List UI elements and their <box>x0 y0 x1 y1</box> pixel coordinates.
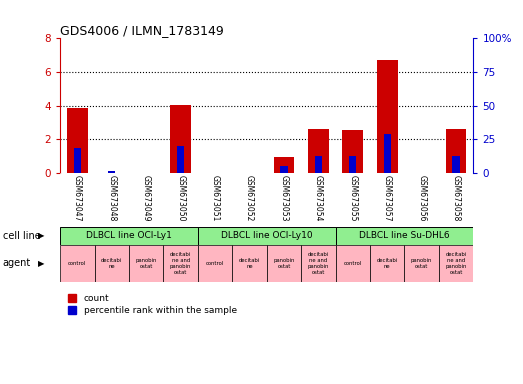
Bar <box>446 129 467 173</box>
Bar <box>377 60 397 173</box>
Text: GSM673056: GSM673056 <box>417 175 426 221</box>
Text: GSM673050: GSM673050 <box>176 175 185 221</box>
Text: GSM673055: GSM673055 <box>348 175 357 221</box>
Text: cell line: cell line <box>3 231 40 241</box>
Bar <box>452 156 460 173</box>
Bar <box>267 245 301 282</box>
Text: panobin
ostat: panobin ostat <box>135 258 157 269</box>
Text: decitabi
ne: decitabi ne <box>101 258 122 269</box>
Text: GSM673054: GSM673054 <box>314 175 323 221</box>
Bar <box>439 245 473 282</box>
Text: decitabi
ne and
panobin
ostat: decitabi ne and panobin ostat <box>308 252 329 275</box>
Bar <box>232 245 267 282</box>
Text: ▶: ▶ <box>38 231 44 240</box>
Bar <box>163 245 198 282</box>
Bar <box>280 166 288 173</box>
Bar <box>60 227 198 245</box>
Bar <box>170 106 191 173</box>
Bar <box>198 245 232 282</box>
Text: DLBCL line OCI-Ly1: DLBCL line OCI-Ly1 <box>86 231 172 240</box>
Text: control: control <box>68 261 86 266</box>
Text: decitabi
ne and
panobin
ostat: decitabi ne and panobin ostat <box>446 252 467 275</box>
Bar <box>108 171 116 173</box>
Text: decitabi
ne and
panobin
ostat: decitabi ne and panobin ostat <box>170 252 191 275</box>
Legend: count, percentile rank within the sample: count, percentile rank within the sample <box>65 291 241 318</box>
Text: agent: agent <box>3 258 31 268</box>
Bar <box>370 245 404 282</box>
Text: decitabi
ne: decitabi ne <box>377 258 398 269</box>
Bar <box>60 245 95 282</box>
Bar <box>129 245 163 282</box>
Text: GSM673049: GSM673049 <box>142 175 151 221</box>
Text: ▶: ▶ <box>38 259 44 268</box>
Text: GSM673048: GSM673048 <box>107 175 116 221</box>
Text: GSM673053: GSM673053 <box>279 175 289 221</box>
Text: GSM673058: GSM673058 <box>451 175 461 221</box>
Bar <box>343 130 363 173</box>
Bar <box>95 245 129 282</box>
Bar <box>177 146 184 173</box>
Bar <box>384 134 391 173</box>
Bar <box>315 156 322 173</box>
Bar <box>74 148 81 173</box>
Text: panobin
ostat: panobin ostat <box>273 258 294 269</box>
Bar <box>404 245 439 282</box>
Bar <box>301 245 336 282</box>
Bar <box>308 129 329 173</box>
Text: GSM673052: GSM673052 <box>245 175 254 221</box>
Bar <box>336 245 370 282</box>
Text: decitabi
ne: decitabi ne <box>239 258 260 269</box>
Text: panobin
ostat: panobin ostat <box>411 258 433 269</box>
Text: control: control <box>344 261 362 266</box>
Text: DLBCL line Su-DHL6: DLBCL line Su-DHL6 <box>359 231 450 240</box>
Text: GSM673047: GSM673047 <box>73 175 82 221</box>
Bar <box>336 227 473 245</box>
Text: control: control <box>206 261 224 266</box>
Bar <box>198 227 336 245</box>
Bar <box>349 156 356 173</box>
Bar <box>67 108 88 173</box>
Bar <box>274 157 294 173</box>
Text: DLBCL line OCI-Ly10: DLBCL line OCI-Ly10 <box>221 231 313 240</box>
Text: GDS4006 / ILMN_1783149: GDS4006 / ILMN_1783149 <box>60 24 224 37</box>
Text: GSM673057: GSM673057 <box>383 175 392 221</box>
Text: GSM673051: GSM673051 <box>211 175 220 221</box>
